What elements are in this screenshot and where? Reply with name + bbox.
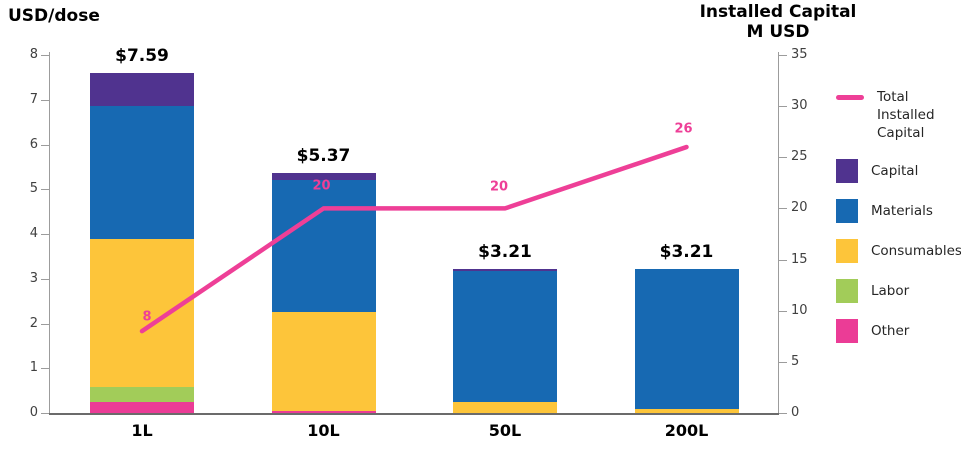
left-axis-tick: [41, 234, 49, 235]
bar-total-label-10l: $5.37: [296, 145, 351, 166]
legend-color-swatch-capital: [836, 158, 858, 183]
left-axis-line: [49, 52, 50, 413]
line-point-label-1l: 8: [142, 309, 152, 325]
right-axis-tick: [779, 361, 787, 363]
bar-total-label-200l: $3.21: [659, 242, 714, 263]
left-axis-tick: [41, 278, 49, 280]
line-point-label-50l: 20: [489, 179, 509, 195]
right-axis-tick: [779, 157, 787, 159]
x-axis-label-50l: 50L: [488, 421, 522, 440]
right-axis-tick-label: 20: [791, 200, 808, 216]
line-point-label-200l: 26: [674, 121, 693, 137]
legend-item-other: Other: [836, 318, 961, 343]
left-axis-tick-label: 6: [29, 136, 38, 152]
right-axis-tick-label: 15: [791, 251, 808, 267]
right-axis-tick: [779, 208, 787, 210]
bar-segment-capital-50l: [453, 269, 557, 271]
left-axis-tick-label: 0: [29, 405, 38, 420]
legend-item-consumables: Consumables: [836, 238, 961, 263]
left-axis-tick: [41, 189, 49, 191]
right-axis-tick: [779, 106, 787, 108]
legend-line-swatch: [836, 95, 864, 100]
right-axis-tick: [779, 259, 787, 261]
x-axis-label-10l: 10L: [307, 421, 340, 440]
legend-color-swatch-labor: [836, 278, 858, 303]
legend-label-consumables: Consumables: [871, 242, 961, 259]
bar-segment-consumables-50l: [453, 401, 557, 413]
right-axis-tick-label: 10: [791, 302, 808, 318]
right-axis-tick-label: 30: [791, 98, 808, 114]
bar-total-label-50l: $3.21: [478, 242, 532, 263]
right-axis-title: Installed Capital M USD: [658, 2, 898, 43]
left-axis-tick: [41, 368, 49, 370]
right-axis-tick-label: 25: [791, 149, 808, 165]
line-point-label-10l: 20: [312, 178, 331, 194]
bar-segment-capital-1l: [90, 73, 194, 107]
left-axis-title: USD/dose: [8, 6, 100, 26]
right-axis-line: [778, 52, 779, 413]
bar-segment-other-10l: [271, 410, 376, 413]
legend-color-swatch-materials: [836, 198, 858, 223]
left-axis-tick-label: 5: [29, 181, 38, 197]
left-axis-tick-label: 1: [29, 360, 38, 376]
left-axis-tick: [41, 99, 49, 101]
line-path: [139, 144, 689, 334]
bar-segment-materials-10l: [271, 180, 376, 313]
legend-color-swatch-consumables: [836, 238, 858, 263]
legend-label-other: Other: [871, 322, 910, 339]
x-axis-line: [49, 413, 779, 415]
legend-item-materials: Materials: [836, 198, 961, 223]
left-axis-tick: [41, 323, 49, 325]
left-axis-tick-label: 4: [29, 226, 38, 241]
legend-label-total-installed-capital: Total Installed Capital: [877, 89, 935, 142]
left-axis-tick-label: 8: [29, 47, 38, 62]
left-axis-tick: [41, 55, 49, 56]
x-axis-label-1l: 1L: [131, 421, 153, 440]
bar-segment-materials-1l: [90, 106, 194, 240]
right-axis-title-line1: Installed Capital: [699, 2, 857, 22]
right-axis-tick: [779, 55, 787, 56]
bar-segment-other-1l: [90, 401, 194, 413]
legend-item-total-installed-capital: Total Installed Capital: [836, 88, 961, 143]
bar-segment-materials-50l: [453, 270, 557, 402]
left-axis-tick: [41, 413, 49, 414]
right-axis-tick: [779, 413, 787, 414]
x-axis-label-200l: 200L: [664, 421, 709, 440]
right-axis-tick-label: 35: [791, 47, 808, 62]
legend-item-labor: Labor: [836, 278, 961, 303]
right-axis-tick-label: 0: [791, 405, 800, 420]
bar-segment-consumables-200l: [634, 408, 739, 413]
legend-color-swatch-other: [836, 318, 858, 343]
left-axis-tick-label: 7: [29, 91, 38, 107]
legend-label-labor: Labor: [871, 282, 910, 299]
right-axis-tick-label: 5: [791, 353, 800, 369]
legend-item-capital: Capital: [836, 158, 961, 183]
legend-label-capital: Capital: [871, 162, 919, 179]
legend: Total Installed Capital Capital Materials C…: [836, 88, 961, 359]
bar-segment-consumables-10l: [271, 312, 376, 411]
bar-segment-materials-200l: [634, 269, 739, 409]
bar-segment-labor-1l: [90, 387, 194, 402]
legend-label-materials: Materials: [871, 202, 933, 219]
right-axis-title-line2: M USD: [746, 22, 810, 43]
bar-total-label-1l: $7.59: [115, 46, 169, 67]
right-axis-tick: [779, 310, 787, 312]
left-axis-tick: [41, 144, 49, 146]
left-axis-tick-label: 3: [29, 270, 38, 286]
left-axis-tick-label: 2: [29, 315, 38, 331]
